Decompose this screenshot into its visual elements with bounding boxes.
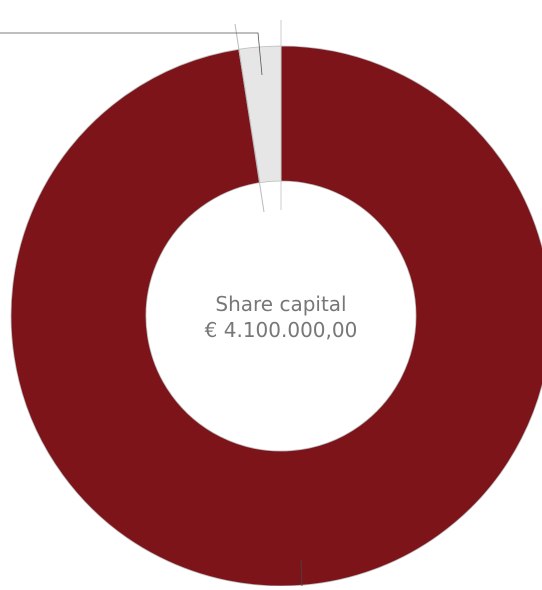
center-value: € 4.100.000,00: [205, 318, 358, 342]
slices-layer: [10, 45, 542, 587]
slice-guide-line: [234, 23, 265, 213]
bottom-tick-line: [300, 559, 303, 587]
guides-layer: [0, 20, 303, 587]
slice-leader-line: [0, 32, 263, 76]
donut-slice-0: [10, 45, 542, 587]
center-title: Share capital: [215, 292, 346, 316]
